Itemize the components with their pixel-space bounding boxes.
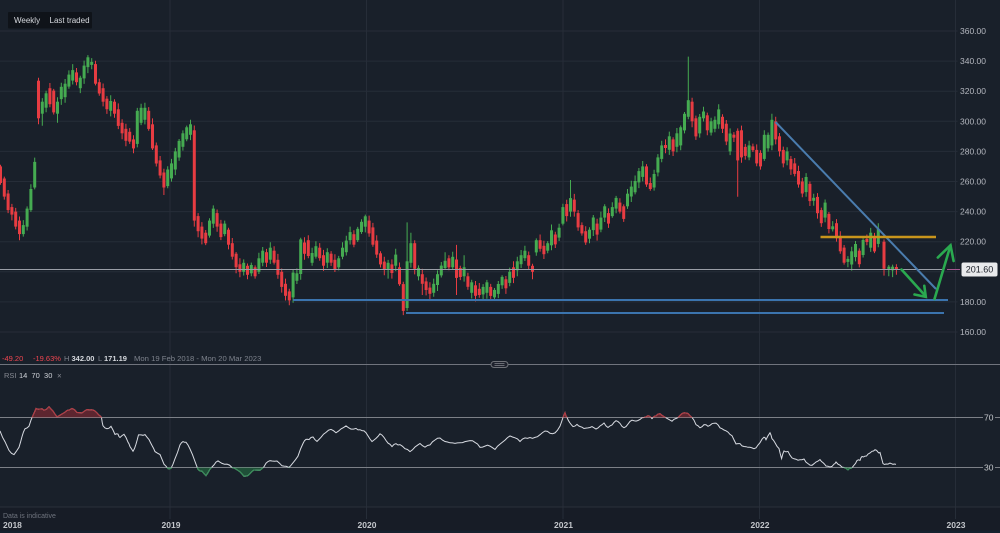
svg-text:-49.20: -49.20: [2, 354, 23, 363]
svg-text:-19.63%: -19.63%: [33, 354, 61, 363]
svg-text:Last traded: Last traded: [50, 16, 90, 25]
svg-text:2020: 2020: [358, 520, 377, 530]
svg-text:Mon 19 Feb 2018 - Mon 20 Mar 2: Mon 19 Feb 2018 - Mon 20 Mar 2023: [134, 354, 261, 363]
svg-text:300.00: 300.00: [960, 116, 986, 126]
svg-text:2018: 2018: [3, 520, 22, 530]
svg-text:160.00: 160.00: [960, 327, 986, 337]
svg-text:360.00: 360.00: [960, 26, 986, 36]
svg-text:×: ×: [57, 372, 62, 381]
svg-text:2022: 2022: [751, 520, 770, 530]
svg-text:220.00: 220.00: [960, 237, 986, 247]
svg-text:2023: 2023: [947, 520, 966, 530]
svg-text:2019: 2019: [162, 520, 181, 530]
svg-text:H 342.00: H 342.00: [64, 354, 94, 363]
svg-text:Weekly: Weekly: [14, 16, 40, 25]
svg-text:30: 30: [984, 463, 994, 473]
svg-text:RSI: RSI: [4, 371, 17, 380]
svg-text:L 171.19: L 171.19: [98, 354, 127, 363]
svg-text:340.00: 340.00: [960, 56, 986, 66]
svg-text:70: 70: [984, 413, 994, 423]
svg-text:180.00: 180.00: [960, 297, 986, 307]
svg-text:201.60: 201.60: [966, 265, 994, 275]
svg-text:320.00: 320.00: [960, 86, 986, 96]
svg-text:14 70 30: 14 70 30: [19, 371, 52, 380]
svg-text:Data is indicative: Data is indicative: [3, 513, 56, 520]
svg-text:240.00: 240.00: [960, 207, 986, 217]
svg-text:280.00: 280.00: [960, 146, 986, 156]
svg-text:2021: 2021: [554, 520, 573, 530]
svg-text:260.00: 260.00: [960, 177, 986, 187]
